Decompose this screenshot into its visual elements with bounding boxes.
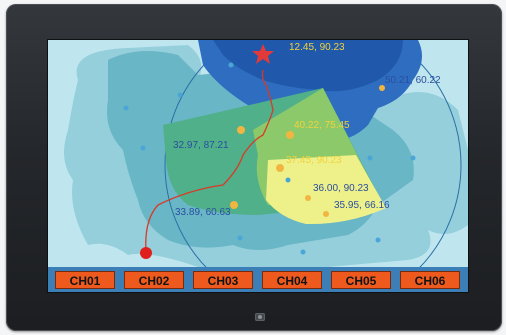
sensor-dot <box>367 155 373 161</box>
point-label: 33.89, 60.63 <box>175 207 231 218</box>
point-label: 36.00, 90.23 <box>313 183 369 194</box>
sensor-dot <box>123 105 129 111</box>
sensor-dot <box>375 237 381 243</box>
power-button-indicator <box>258 315 262 319</box>
map-screen: 12.45, 90.23 50.21, 60.22 40.22, 75.45 3… <box>48 40 468 292</box>
sensor-dot <box>410 155 416 161</box>
sensor-dot <box>300 249 306 255</box>
data-point <box>230 201 238 209</box>
sensor-dot <box>285 177 291 183</box>
data-point <box>237 126 245 134</box>
origin-marker-icon[interactable] <box>140 247 152 259</box>
data-points <box>230 85 385 217</box>
sensor-dot <box>140 145 146 151</box>
data-point <box>305 195 311 201</box>
sensor-dot <box>237 235 243 241</box>
channel-button-ch04[interactable]: CH04 <box>262 271 322 289</box>
point-label: 37.45, 90.23 <box>286 155 342 166</box>
point-label: 40.22, 75.45 <box>294 120 350 131</box>
point-label: 50.21, 60.22 <box>385 75 441 86</box>
power-button[interactable] <box>255 313 265 321</box>
data-point <box>323 211 329 217</box>
channel-bar: CH01 CH02 CH03 CH04 CH05 CH06 <box>48 267 468 292</box>
channel-button-ch01[interactable]: CH01 <box>55 271 115 289</box>
target-coordinate-label: 12.45, 90.23 <box>289 42 345 53</box>
point-label: 32.97, 87.21 <box>173 140 229 151</box>
coverage-zone-yellow <box>266 155 386 225</box>
channel-button-ch02[interactable]: CH02 <box>124 271 184 289</box>
channel-button-ch03[interactable]: CH03 <box>193 271 253 289</box>
sensor-dots <box>123 62 416 255</box>
data-point <box>286 131 294 139</box>
range-circle <box>164 40 462 292</box>
signal-track <box>145 69 274 253</box>
signal-map[interactable] <box>48 40 468 292</box>
sensor-dot <box>177 92 183 98</box>
sensor-dot <box>228 62 234 68</box>
target-star-icon[interactable] <box>252 44 274 64</box>
channel-button-ch05[interactable]: CH05 <box>331 271 391 289</box>
channel-button-ch06[interactable]: CH06 <box>400 271 460 289</box>
point-label: 35.95, 66.16 <box>334 200 390 211</box>
data-point <box>379 85 385 91</box>
data-point <box>276 164 284 172</box>
